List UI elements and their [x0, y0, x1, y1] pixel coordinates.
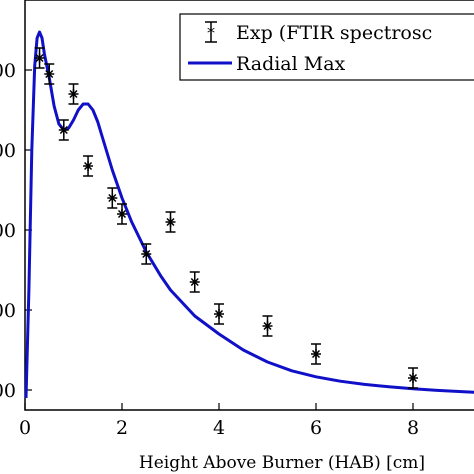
- exp-data-point: [214, 303, 224, 325]
- exp-data-point: [262, 315, 273, 337]
- exp-data-point: [141, 243, 152, 265]
- exp-data-point: [408, 367, 418, 389]
- x-tick-label: 0: [19, 417, 31, 439]
- svg-text:*: *: [207, 23, 215, 42]
- exp-data-point: [189, 271, 200, 293]
- exp-data-point: [311, 343, 321, 365]
- exp-data-point: [68, 83, 79, 105]
- x-tick-label: 6: [310, 417, 322, 439]
- x-tick-label: 8: [407, 417, 419, 439]
- plot-frame: [24, 0, 474, 411]
- exp-data-point: [58, 119, 69, 141]
- exp-data-point: [83, 155, 94, 177]
- y-tick-label: 00: [0, 140, 16, 162]
- legend-marker-exp: *: [205, 21, 217, 43]
- legend-label-radial: Radial Max: [236, 53, 346, 75]
- exp-data-point: [44, 63, 55, 85]
- x-axis-title: Height Above Burner (HAB) [cm]: [139, 453, 425, 473]
- legend-label-exp: Exp (FTIR spectrosc: [236, 22, 432, 44]
- y-tick-label: 00: [0, 220, 16, 242]
- y-tick-label: 00: [0, 380, 16, 402]
- exp-data-point: [165, 211, 176, 233]
- exp-data-point: [107, 187, 118, 209]
- legend-box: [179, 13, 474, 81]
- exp-data-point: [117, 203, 127, 225]
- y-tick-label: 00: [0, 60, 16, 82]
- radial-max-line: [24, 30, 474, 399]
- exp-data-point: [34, 47, 45, 69]
- x-tick-label: 4: [213, 417, 225, 439]
- legend: * Exp (FTIR spectrosc Radial Max: [179, 13, 474, 81]
- y-tick-label: 00: [0, 300, 16, 322]
- x-tick-label: 2: [116, 417, 128, 439]
